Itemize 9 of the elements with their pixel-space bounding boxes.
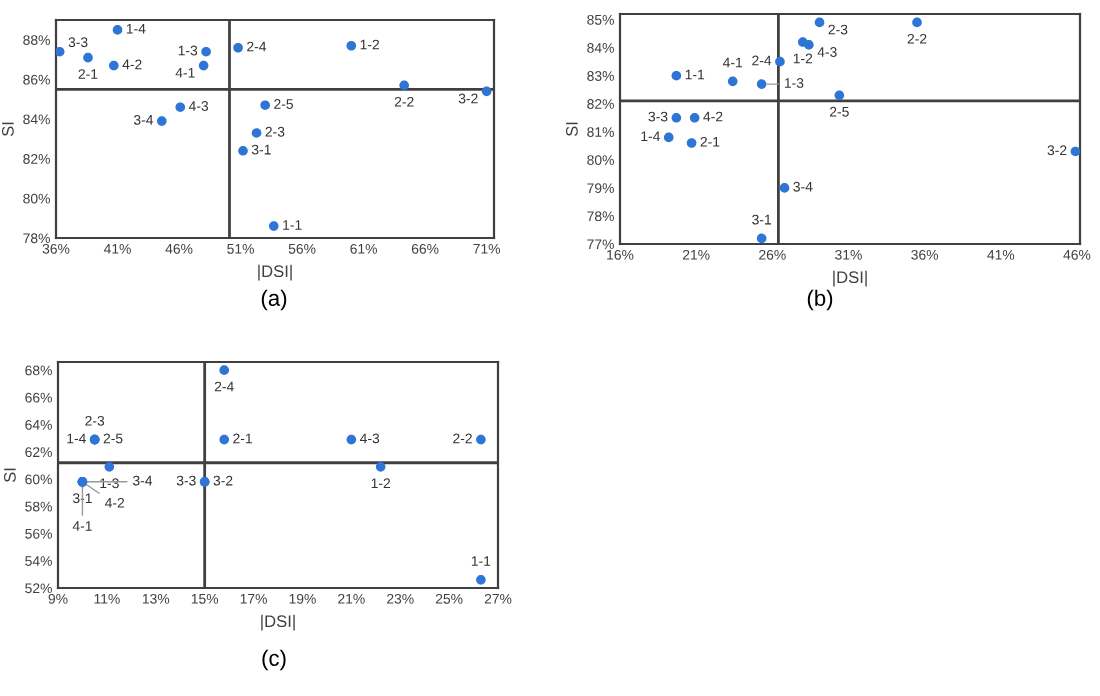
text: (a)	[261, 289, 287, 311]
x-axis-title: |DSI|	[833, 270, 867, 287]
y-axis-title: SI	[566, 122, 578, 137]
text: (c)	[262, 649, 286, 671]
text: (b)	[807, 289, 833, 311]
x-axis-title: |DSI|	[258, 264, 292, 281]
y-axis-title: SI	[2, 122, 14, 137]
x-axis-title: |DSI|	[261, 614, 295, 631]
y-axis-title: SI	[4, 468, 16, 483]
